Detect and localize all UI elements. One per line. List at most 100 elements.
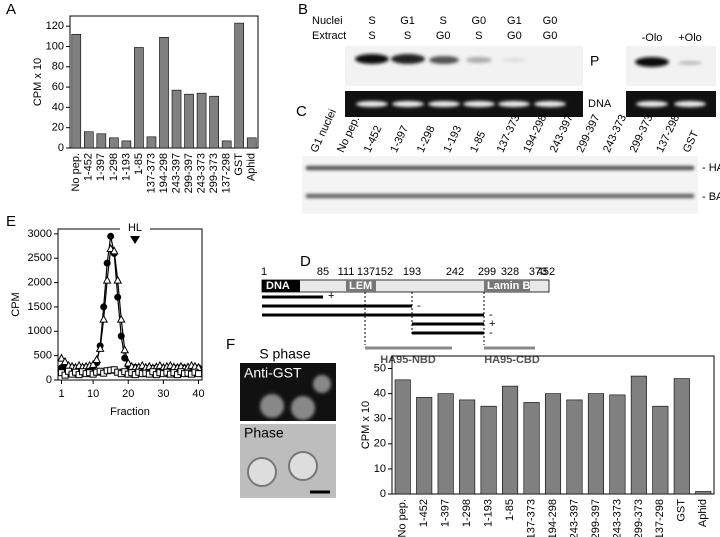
x-tick-label: No pep. <box>70 153 82 192</box>
gel <box>345 46 583 86</box>
y-axis-label: CPM <box>10 292 22 316</box>
x-tick-label: 1-193 <box>120 153 132 181</box>
x-tick-label: 137-298 <box>654 499 666 537</box>
bar <box>609 394 626 495</box>
position-label: 193 <box>403 266 421 278</box>
domain-label: Lamin B <box>487 280 530 292</box>
domain <box>346 280 376 292</box>
bar <box>673 378 690 495</box>
bands <box>355 54 566 107</box>
binding: - <box>489 309 493 321</box>
y-axis-label: CPM x 10 <box>32 58 44 106</box>
gel <box>626 46 716 86</box>
band-label: - BAF <box>702 191 720 203</box>
x-tick-label: 1-193 <box>483 499 495 527</box>
lane-label: 137-298 <box>654 113 682 155</box>
domain-label: LEM <box>349 280 372 292</box>
bar <box>121 140 132 149</box>
lane-label: 1-452 <box>362 124 385 155</box>
y-tick-label: 1500 <box>28 301 52 313</box>
bar <box>587 393 604 495</box>
y-tick-label: 0 <box>58 142 64 154</box>
point <box>120 345 130 354</box>
y-tick-label: 1000 <box>28 325 52 337</box>
lane-label: -Olo <box>642 32 663 44</box>
gel <box>302 156 698 214</box>
panel-letter: B <box>298 1 308 18</box>
bar <box>159 37 169 149</box>
lane-label: 1-193 <box>441 124 464 155</box>
bar <box>544 393 562 495</box>
series-line <box>61 236 199 370</box>
point <box>61 371 69 379</box>
image-label: Anti-GST <box>244 365 302 381</box>
point <box>99 314 108 323</box>
fragments <box>262 295 484 335</box>
x-tick-label: 1-397 <box>95 153 107 181</box>
x-tick-label: 137-373 <box>525 499 537 537</box>
image-label: Phase <box>244 425 284 441</box>
binding: + <box>328 290 334 302</box>
lane-label: No pep. <box>335 115 362 155</box>
region-label: HA95-NBD <box>380 354 436 366</box>
y-tick-label: 40 <box>52 101 64 113</box>
y-tick-label: 20 <box>374 438 386 450</box>
bar <box>221 140 232 149</box>
y-tick-label: 30 <box>374 413 386 425</box>
lane-label: G0 <box>543 30 558 42</box>
lane-label: G0 <box>471 15 486 27</box>
region-label: HA95-CBD <box>484 354 540 366</box>
lane-label: GST <box>681 129 702 155</box>
y-tick-label: 50 <box>374 362 386 374</box>
point <box>113 275 123 284</box>
bar <box>234 22 245 149</box>
x-tick-label: 137-298 <box>221 153 233 193</box>
x-tick-label: 1-85 <box>133 153 145 175</box>
bar <box>96 133 107 149</box>
x-tick-label: 299-373 <box>208 153 220 193</box>
binding: - <box>417 300 421 312</box>
y-tick-label: 100 <box>46 40 64 52</box>
binding: - <box>489 327 493 339</box>
lane-label: 1-397 <box>388 124 411 155</box>
y-tick-label: 40 <box>374 388 386 400</box>
position-label: 111 <box>338 266 355 278</box>
bar <box>184 93 194 149</box>
annotation-arrow <box>130 236 140 244</box>
panel-letter: E <box>6 213 16 230</box>
panel-letter: F <box>226 336 235 353</box>
bar <box>134 47 144 149</box>
bar <box>109 137 119 149</box>
bar <box>246 137 257 149</box>
lane-label: 243-397 <box>548 113 576 155</box>
x-tick-label: 243-397 <box>170 153 182 193</box>
lane-label: G1 <box>507 15 522 27</box>
point <box>123 358 133 367</box>
y-tick-label: 60 <box>52 81 64 93</box>
annotation: HL <box>128 222 142 234</box>
lane-label: 243-373 <box>601 113 629 155</box>
position-label: 242 <box>446 266 464 278</box>
x-axis-label: Fraction <box>110 406 150 418</box>
row-label: Extract <box>312 30 346 42</box>
bar <box>416 397 433 495</box>
cells <box>247 451 318 487</box>
band-label: P <box>590 53 599 69</box>
panel-letter: D <box>300 253 311 270</box>
y-tick-label: 2500 <box>28 252 52 264</box>
position-label: 85 <box>317 266 329 278</box>
row-label: Nuclei <box>312 15 343 27</box>
bar <box>209 95 219 149</box>
point <box>88 359 98 368</box>
point <box>107 232 115 240</box>
bar <box>394 379 411 495</box>
point <box>194 370 202 378</box>
lane-label: G0 <box>507 30 522 42</box>
lane-label: G1 <box>400 15 415 27</box>
x-tick-label: 10 <box>87 388 99 400</box>
x-tick-label: 243-373 <box>611 499 623 537</box>
x-tick-label: Aphid <box>246 153 258 181</box>
position-label: 1 <box>261 266 267 278</box>
x-tick-label: GST <box>676 499 688 522</box>
